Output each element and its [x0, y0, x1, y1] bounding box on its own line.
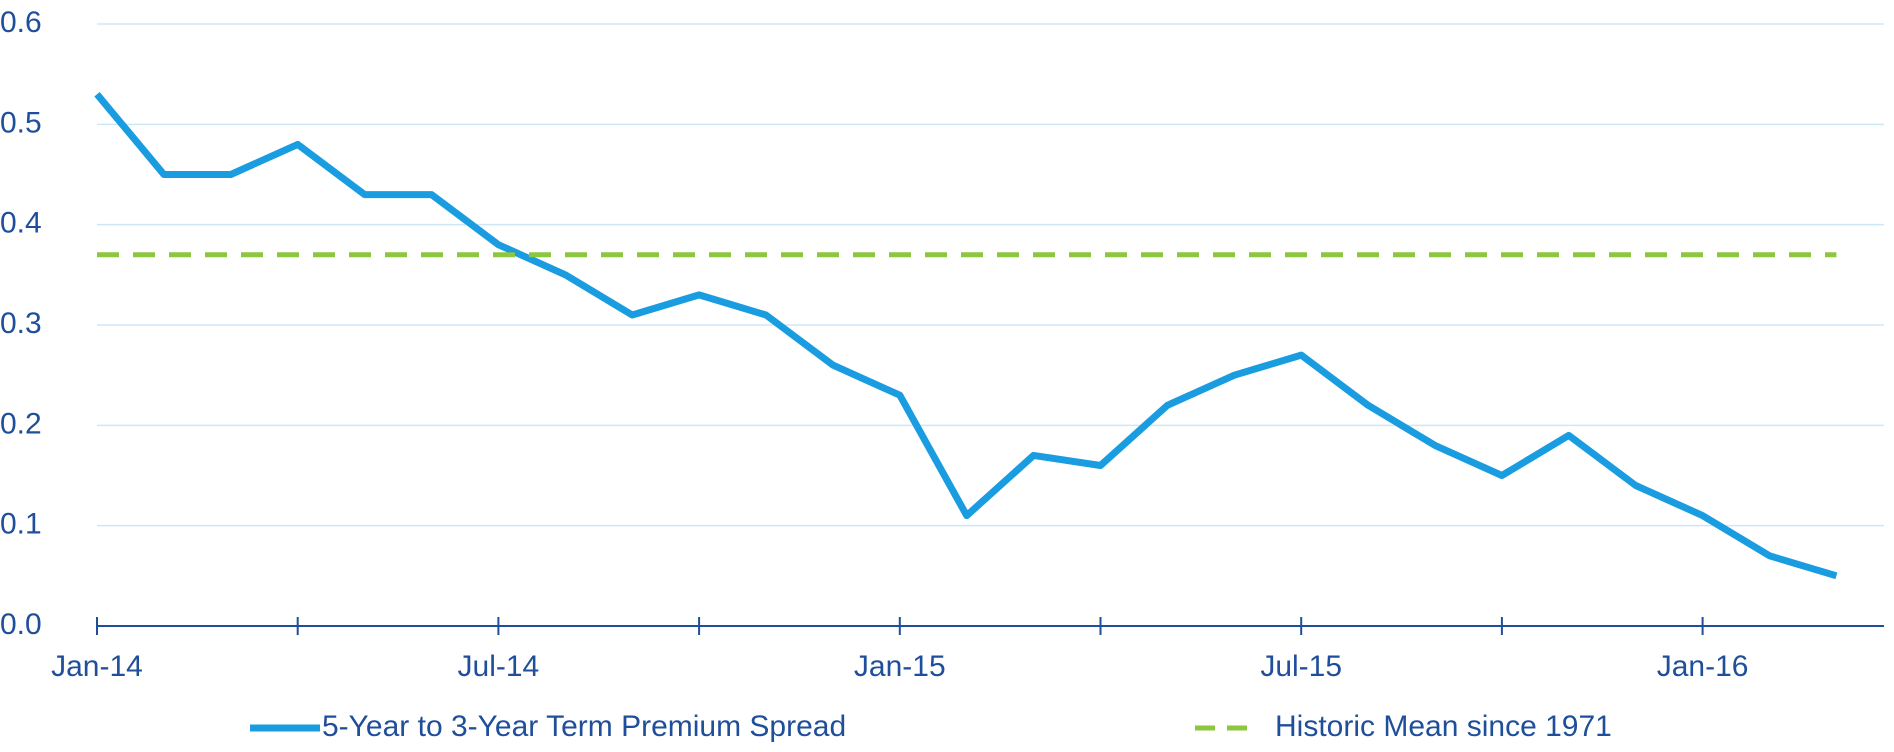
x-tick-label: Jan-16 — [1657, 650, 1749, 683]
series-line — [94, 91, 1838, 580]
y-tick-label: 0.3 — [0, 307, 42, 340]
x-tick-label: Jul-15 — [1260, 650, 1342, 683]
y-tick-label: 0.5 — [0, 106, 42, 139]
x-tick-label: Jan-14 — [51, 650, 143, 683]
x-tick-label: Jul-14 — [458, 650, 540, 683]
y-tick-label: 0.0 — [0, 608, 42, 641]
legend-label: Historic Mean since 1971 — [1275, 710, 1612, 743]
y-tick-label: 0.1 — [0, 508, 42, 541]
y-tick-label: 0.6 — [0, 6, 42, 39]
x-tick-label: Jan-15 — [854, 650, 946, 683]
legend-label: 5-Year to 3-Year Term Premium Spread — [322, 710, 846, 743]
y-tick-label: 0.2 — [0, 407, 42, 440]
y-tick-label: 0.4 — [0, 207, 42, 240]
